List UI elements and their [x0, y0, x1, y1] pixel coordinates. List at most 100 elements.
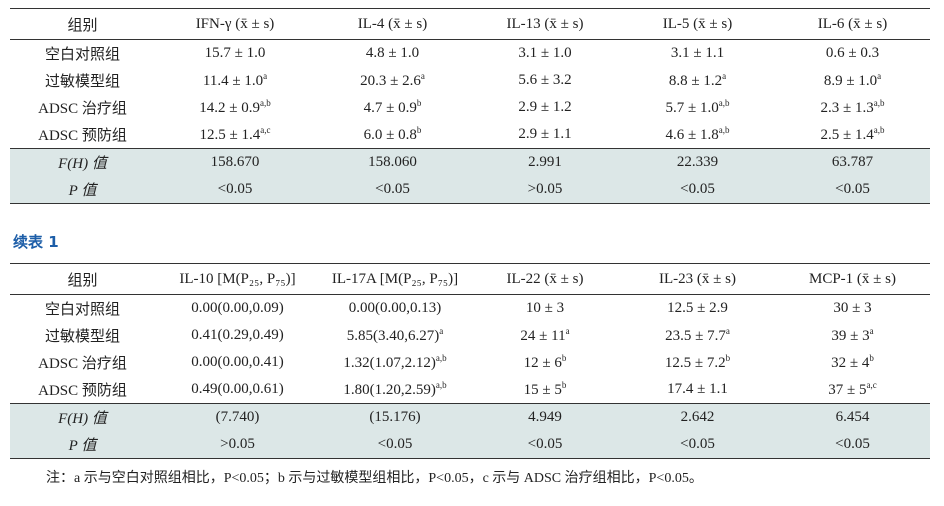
cell-superscript: a: [439, 326, 444, 336]
table-cell: 3.1 ± 1.1: [670, 45, 725, 61]
table-cell: 组别: [10, 8, 155, 40]
cell-value: 24 ± 11: [520, 328, 566, 344]
table-cell: 15 ± 5b: [470, 376, 620, 404]
table-cell: IL-6 (x̄ ± s): [775, 8, 930, 40]
table-cell: <0.05: [470, 431, 620, 459]
table-cell: >0.05: [470, 176, 620, 204]
header-row: 组别 IL-10 [M(P₂₅, P₇₅)] IL-17A [M(P₂₅, P₇₅)…: [10, 263, 930, 295]
cell-superscript: b: [869, 353, 874, 363]
table-cell: F(H) 值: [10, 148, 155, 176]
stat-row: P 值 >0.05 <0.05 <0.05 <0.05 <0.05: [10, 431, 930, 459]
table-cell: <0.05: [775, 431, 930, 459]
table-cell: 12.5 ± 2.9: [667, 300, 728, 316]
cell-value: 37 ± 5: [828, 382, 867, 398]
table-cell: 4.949: [470, 403, 620, 431]
table-cell: 2.3 ± 1.3a,b: [775, 94, 930, 121]
cell-value: 15 ± 5: [523, 382, 562, 398]
table-cell: 158.670: [155, 148, 315, 176]
table-cell: 5.6 ± 3.2: [518, 72, 572, 88]
table-cell: 37 ± 5a,c: [775, 376, 930, 404]
table: 组别 IL-10 [M(P₂₅, P₇₅)] IL-17A [M(P₂₅, P₇₅)…: [10, 263, 930, 459]
cell-value: 12 ± 6: [523, 355, 562, 371]
cell-superscript: a,b: [873, 98, 885, 108]
cell-superscript: b: [725, 353, 731, 363]
table-cell: F(H) 值: [10, 403, 155, 431]
table-cell: 12.5 ± 7.2b: [620, 349, 775, 376]
table-cell: 空白对照组: [44, 302, 120, 318]
table-cell: P 值: [10, 176, 155, 204]
cell-superscript: b: [561, 380, 567, 390]
cell-value: 23.5 ± 7.7: [665, 328, 726, 344]
data-row: 过敏模型组 11.4 ± 1.0a 20.3 ± 2.6a 5.6 ± 3.2 8.8 …: [10, 67, 930, 94]
table-cell: <0.05: [155, 176, 315, 204]
cell-value: 8.8 ± 1.2: [668, 73, 723, 89]
table-cell: 39 ± 3a: [775, 322, 930, 349]
table-cell: 1.32(1.07,2.12)a,b: [320, 349, 470, 376]
table-cell: P 值: [10, 431, 155, 459]
table-cell: (15.176): [320, 403, 470, 431]
table-cell: 2.5 ± 1.4a,b: [775, 121, 930, 149]
data-row: ADSC 治疗组 14.2 ± 0.9a,b 4.7 ± 0.9b 2.9 ± 1.2…: [10, 94, 930, 121]
table-cell: 20.3 ± 2.6a: [315, 67, 470, 94]
table-cell: 10 ± 3: [525, 300, 565, 316]
table-cell: 30 ± 3: [833, 300, 872, 316]
cell-superscript: a: [420, 71, 425, 81]
table-cell: 2.9 ± 1.1: [518, 126, 572, 142]
table-cell: 63.787: [775, 148, 930, 176]
table-cell: <0.05: [315, 176, 470, 204]
table-cell: >0.05: [155, 431, 320, 459]
cell-superscript: a,b: [435, 380, 447, 390]
data-row: ADSC 预防组 0.49(0.00,0.61) 1.80(1.20,2.59)a,…: [10, 376, 930, 404]
cell-value: 1.80(1.20,2.59): [343, 382, 436, 398]
table-cell: 2.9 ± 1.2: [518, 99, 572, 115]
table-cell: 0.41(0.29,0.49): [191, 327, 284, 343]
table-cell: 2.991: [470, 148, 620, 176]
table-cell: 1.80(1.20,2.59)a,b: [320, 376, 470, 404]
table-cell: IL-22 (x̄ ± s): [470, 263, 620, 295]
data-row: 空白对照组 15.7 ± 1.0 4.8 ± 1.0 3.1 ± 1.0 3.1 ± 1…: [10, 40, 930, 68]
cell-value: 4.6 ± 1.8: [665, 127, 719, 143]
header-row: 组别 IFN-γ (x̄ ± s) IL-4 (x̄ ± s) IL-13 (x̄ ±…: [10, 8, 930, 40]
table-cell: 3.1 ± 1.0: [518, 45, 572, 61]
table-cell: 22.339: [620, 148, 775, 176]
table-cell: 11.4 ± 1.0a: [155, 67, 315, 94]
cell-value: 11.4 ± 1.0: [202, 73, 264, 89]
table-cell: 8.8 ± 1.2a: [620, 67, 775, 94]
table-cell: 0.6 ± 0.3: [825, 45, 880, 61]
table-cell: 8.9 ± 1.0a: [775, 67, 930, 94]
table-cell: 0.00(0.00,0.41): [191, 354, 284, 370]
table-cell: IL-4 (x̄ ± s): [315, 8, 470, 40]
cell-superscript: b: [561, 353, 567, 363]
table: 组别 IFN-γ (x̄ ± s) IL-4 (x̄ ± s) IL-13 (x̄ ±…: [10, 8, 930, 204]
table-cell: ADSC 治疗组: [38, 101, 127, 117]
table-cell: 23.5 ± 7.7a: [620, 322, 775, 349]
table-cell: <0.05: [320, 431, 470, 459]
stat-row: F(H) 值 (7.740) (15.176) 4.949 2.642 6.454: [10, 403, 930, 431]
data-row: 过敏模型组 0.41(0.29,0.49) 5.85(3.40,6.27)a 24 ±…: [10, 322, 930, 349]
table-cell: IL-13 (x̄ ± s): [470, 8, 620, 40]
cell-value: 5.7 ± 1.0: [665, 100, 719, 116]
cell-value: 6.0 ± 0.8: [363, 127, 417, 143]
table-cell: <0.05: [620, 176, 775, 204]
cell-superscript: a: [263, 71, 268, 81]
cell-superscript: a: [877, 71, 882, 81]
cell-value: 12.5 ± 1.4: [199, 127, 261, 143]
cell-value: 2.5 ± 1.4: [820, 127, 874, 143]
table-cell: 过敏模型组: [44, 74, 120, 90]
cell-superscript: b: [416, 125, 422, 135]
cell-value: 12.5 ± 7.2: [664, 355, 726, 371]
table-cell: 15.7 ± 1.0: [204, 45, 266, 61]
table-cell: 0.49(0.00,0.61): [191, 381, 284, 397]
table-cell: 14.2 ± 0.9a,b: [155, 94, 315, 121]
table-cell: <0.05: [620, 431, 775, 459]
table-cell: MCP-1 (x̄ ± s): [775, 263, 930, 295]
table-cell: 空白对照组: [44, 47, 120, 63]
data-row: 空白对照组 0.00(0.00,0.09) 0.00(0.00,0.13) 10 ± …: [10, 295, 930, 323]
table-cell: 过敏模型组: [44, 329, 120, 345]
table-cell: IL-17A [M(P₂₅, P₇₅)]: [320, 263, 470, 295]
table-cell: 12 ± 6b: [470, 349, 620, 376]
cell-superscript: a,b: [873, 125, 885, 135]
table-cell: 158.060: [315, 148, 470, 176]
table-cell: 24 ± 11a: [470, 322, 620, 349]
